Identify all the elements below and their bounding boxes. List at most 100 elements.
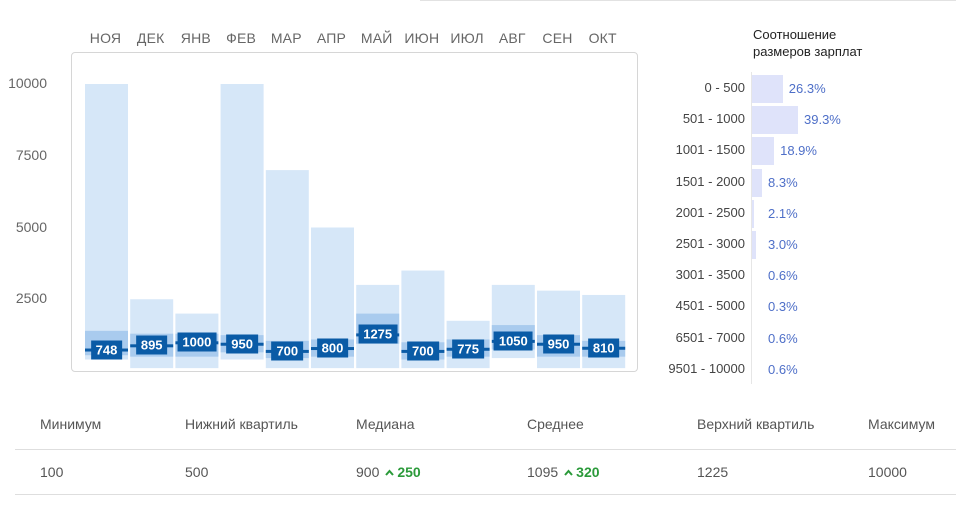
distribution-percent: 2.1% [768,205,798,221]
month-label: СЕН [542,30,573,46]
month-label: АПР [316,30,347,46]
distribution-row: 0 - 500 26.3% [600,73,956,104]
distribution-percent: 3.0% [768,237,798,252]
stat-value-q1: 500 [185,464,209,480]
salary-boxplot-chart: 748 895 1000 950 700 800 1275 700 775 1050 950 810 [71,52,638,372]
distribution-percent: 0.6% [768,268,798,284]
median-value-label: 950 [226,334,258,354]
month-label: НОЯ [89,30,122,46]
distribution-bar [752,325,753,353]
y-tick-label: 5000 [15,218,47,235]
stat-value-mean: 1095 [527,464,559,480]
distribution-bar [752,356,753,384]
distribution-percent: 18.9% [780,143,817,159]
distribution-range-label: 0 - 500 [704,80,745,95]
distribution-percent: 0.6% [768,330,798,346]
median-value-label: 1050 [493,331,533,351]
range-bar [85,84,128,360]
distribution-row: 2001 - 2500 2.1% [600,198,956,229]
distribution-bar [752,75,783,103]
stat-header-mean: Среднее [527,416,584,432]
distribution-row: 9501 - 10000 0.6% [600,354,956,385]
distribution-row: 1501 - 2000 8.3% [600,167,956,198]
stats-divider [15,449,956,450]
distribution-bar [752,262,753,290]
distribution-percent: 0.6% [768,361,798,377]
stat-value-q3: 1225 [697,464,729,480]
stat-value-median-group: 900 250 [356,464,421,480]
y-tick-label: 10000 [8,75,47,91]
distribution-row: 2501 - 3000 3.0% [600,229,956,260]
distribution-range-label: 501 - 1000 [682,111,745,127]
median-trend: 250 [385,464,421,480]
month-label: АВГ [498,30,526,46]
month-label: ЯНВ [180,30,211,46]
median-value-label: 950 [542,334,575,354]
month-label: ДЕК [136,30,165,46]
boxplot-svg [85,84,626,369]
distribution-row: 501 - 1000 39.3% [600,104,956,135]
stat-value-min: 100 [40,464,64,480]
trend-up-icon [564,469,573,476]
distribution-bar [752,137,775,166]
distribution-row: 1001 - 1500 18.9% [600,135,956,166]
stat-header-q3: Верхний квартиль [697,416,815,432]
stat-header-q1: Нижний квартиль [185,416,298,432]
distribution-percent: 0.3% [768,299,798,315]
month-label: ИЮЛ [450,30,484,46]
mean-delta: 320 [576,464,600,480]
median-value-label: 775 [452,339,484,359]
stat-header-min: Минимум [40,416,102,432]
month-label: МАЙ [360,30,393,46]
distribution-range-label: 1001 - 1500 [675,142,745,158]
distribution-bar [752,168,762,197]
distribution-percent: 8.3% [768,174,798,190]
median-value-label: 700 [407,341,439,361]
distribution-title: Соотношение размеров зарплат [753,26,862,60]
distribution-axis [751,72,752,384]
y-tick-label: 7500 [15,146,47,163]
y-tick-label: 2500 [15,290,47,307]
distribution-row: 3001 - 3500 0.6% [600,260,956,291]
distribution-range-label: 6501 - 7000 [675,329,745,345]
distribution-range-label: 9501 - 10000 [668,360,745,376]
median-value-label: 895 [135,335,168,355]
median-value-label: 700 [271,341,304,361]
distribution-bar [752,231,756,259]
month-label: ФЕВ [226,30,257,46]
median-value-label: 1000 [177,332,217,352]
stat-value-mean-group: 1095 320 [527,464,600,480]
distribution-bar [752,293,753,321]
stats-divider-bottom [15,494,956,495]
distribution-row: 4501 - 5000 0.3% [600,291,956,322]
stat-value-max: 10000 [868,464,907,480]
mean-trend: 320 [564,464,600,480]
median-value-label: 748 [90,340,123,360]
stat-value-median: 900 [356,464,380,480]
distribution-range-label: 1501 - 2000 [675,173,745,189]
trend-up-icon [385,469,395,476]
range-bar [220,84,264,360]
median-value-label: 1275 [358,324,398,344]
distribution-range-label: 2501 - 3000 [675,236,745,251]
month-label: МАР [270,30,302,46]
distribution-range-label: 4501 - 5000 [675,298,745,314]
month-label: ИЮН [404,30,440,46]
distribution-title-line1: Соотношение [753,27,837,42]
distribution-percent: 39.3% [804,112,841,128]
month-label: ОКТ [588,30,617,46]
distribution-bar [752,199,755,228]
stat-header-median: Медиана [356,416,415,432]
distribution-range-label: 2001 - 2500 [675,204,745,220]
distribution-row: 6501 - 7000 0.6% [600,323,956,354]
stat-header-max: Максимум [868,416,935,432]
median-value-label: 810 [587,338,620,358]
median-value-label: 800 [316,338,349,358]
distribution-title-line2: размеров зарплат [753,44,863,59]
distribution-bar [752,106,798,135]
distribution-range-label: 3001 - 3500 [675,267,745,283]
median-delta: 250 [397,464,421,480]
distribution-percent: 26.3% [788,81,826,96]
top-divider [420,0,956,1]
range-bar [265,170,309,369]
